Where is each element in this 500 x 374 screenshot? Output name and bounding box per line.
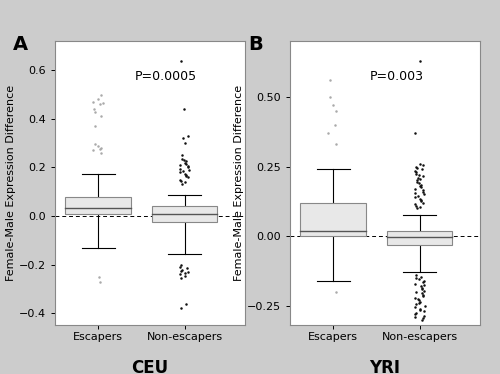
Y-axis label: Female-Male Expression Difference: Female-Male Expression Difference [6, 85, 16, 281]
Bar [300, 203, 366, 236]
Bar [386, 231, 452, 245]
Text: P=0.0005: P=0.0005 [135, 70, 197, 83]
Text: P=0.003: P=0.003 [370, 70, 424, 83]
Text: A: A [13, 36, 28, 55]
Text: CEU: CEU [132, 359, 168, 374]
Text: YRI: YRI [370, 359, 400, 374]
Y-axis label: Female-Male Expression Difference: Female-Male Expression Difference [234, 85, 244, 281]
Bar [66, 197, 131, 214]
Text: B: B [248, 36, 263, 55]
Bar [152, 206, 218, 222]
